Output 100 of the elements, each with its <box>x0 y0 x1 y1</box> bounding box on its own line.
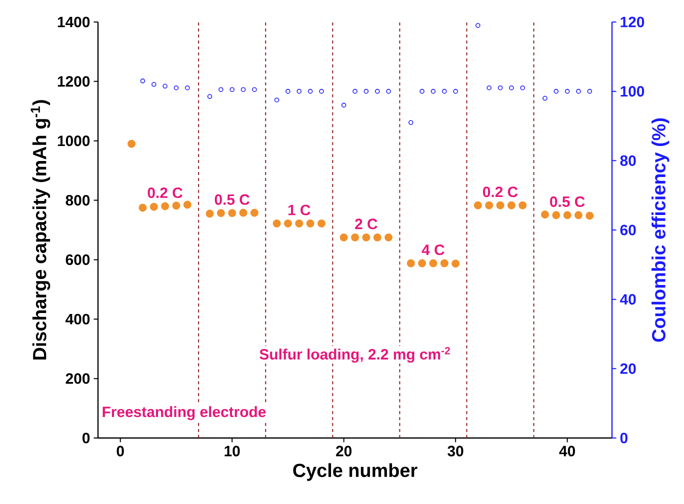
point <box>250 208 258 217</box>
y2-tick-label: 40 <box>620 294 636 305</box>
point <box>474 201 482 210</box>
point <box>430 88 436 94</box>
y-tick-label: 400 <box>66 314 90 324</box>
point <box>420 88 424 94</box>
y-tick-label: 0 <box>82 432 90 444</box>
point <box>351 233 359 242</box>
y2-tick-label: 120 <box>620 16 644 28</box>
x-tick-label: 10 <box>224 446 240 456</box>
x-tick-label: 30 <box>448 446 464 456</box>
point <box>207 94 212 99</box>
point <box>140 78 146 84</box>
point <box>542 96 548 101</box>
point <box>161 202 170 210</box>
point <box>228 209 236 218</box>
annotation: 4 C <box>422 244 444 256</box>
point <box>453 88 458 94</box>
point <box>295 219 304 228</box>
annotation: 0.2 C <box>482 186 518 198</box>
y2-tick-label: 80 <box>620 155 636 166</box>
point <box>373 233 382 242</box>
point <box>554 88 559 94</box>
point <box>587 88 592 94</box>
point <box>308 88 313 94</box>
point <box>509 85 514 90</box>
point <box>138 204 147 212</box>
point <box>172 202 180 210</box>
point <box>230 87 234 92</box>
point <box>520 85 525 90</box>
point <box>162 84 168 89</box>
point <box>486 85 492 90</box>
point <box>274 98 280 102</box>
point <box>452 260 460 268</box>
point <box>374 88 380 94</box>
point <box>240 87 246 92</box>
point <box>185 85 190 90</box>
point <box>476 23 480 28</box>
point <box>552 211 560 220</box>
annotation: 0.5 C <box>214 194 250 205</box>
x-tick-label: 20 <box>336 446 352 456</box>
point <box>272 219 281 228</box>
point <box>319 88 324 94</box>
y2-tick-label: 0 <box>620 432 628 444</box>
annotation: 2 C <box>355 218 378 230</box>
point <box>485 201 494 210</box>
point <box>216 209 225 218</box>
point <box>386 88 391 94</box>
point <box>586 212 594 220</box>
point <box>151 82 156 87</box>
y2-tick-label: 60 <box>620 224 636 236</box>
point <box>507 201 516 210</box>
y-tick-label: 800 <box>66 194 90 206</box>
point <box>218 87 224 92</box>
point <box>128 140 136 148</box>
point <box>540 210 549 219</box>
point <box>296 88 302 94</box>
annotation: 0.2 C <box>148 187 182 198</box>
point <box>496 201 504 210</box>
y-tick-label: 1400 <box>58 16 90 28</box>
point <box>518 201 527 210</box>
point <box>352 88 358 94</box>
y2-tick-label: 100 <box>620 86 644 97</box>
point <box>442 88 447 94</box>
point <box>317 219 326 228</box>
point <box>362 233 370 242</box>
annotation: Sulfur loading, 2.2 mg cm$^{-2}$ <box>260 346 450 363</box>
point <box>563 211 572 220</box>
point <box>174 85 179 90</box>
y-tick-label: 600 <box>66 254 90 265</box>
x-tick-label: 40 <box>559 446 575 456</box>
point <box>408 120 414 125</box>
annotation: 1 C <box>288 204 310 216</box>
annotation: 0.5 C <box>550 196 585 207</box>
point <box>306 219 314 228</box>
point <box>252 87 257 92</box>
point <box>340 233 348 242</box>
point <box>498 85 503 90</box>
y-tick-label: 1200 <box>58 76 90 87</box>
x-tick-label: 0 <box>116 446 124 456</box>
point <box>206 210 214 218</box>
point <box>406 259 415 268</box>
y-tick-label: 200 <box>66 373 90 384</box>
y-axis-title: Discharge capacity (mAh g$^{-1}$) <box>30 100 50 360</box>
y2-axis-title: Coulombic efficiency (%) <box>652 118 670 342</box>
point <box>384 233 393 242</box>
point <box>341 102 346 108</box>
point <box>364 88 369 94</box>
point <box>284 219 292 228</box>
point <box>429 259 438 268</box>
point <box>574 211 582 220</box>
annotation: Freestanding electrode <box>102 406 266 420</box>
point <box>239 208 248 217</box>
point <box>183 200 192 209</box>
point <box>564 88 570 94</box>
point <box>150 202 158 211</box>
point <box>286 88 290 94</box>
x-axis-title: Cycle number <box>293 463 418 481</box>
point <box>418 259 426 268</box>
y2-tick-label: 20 <box>620 363 636 374</box>
